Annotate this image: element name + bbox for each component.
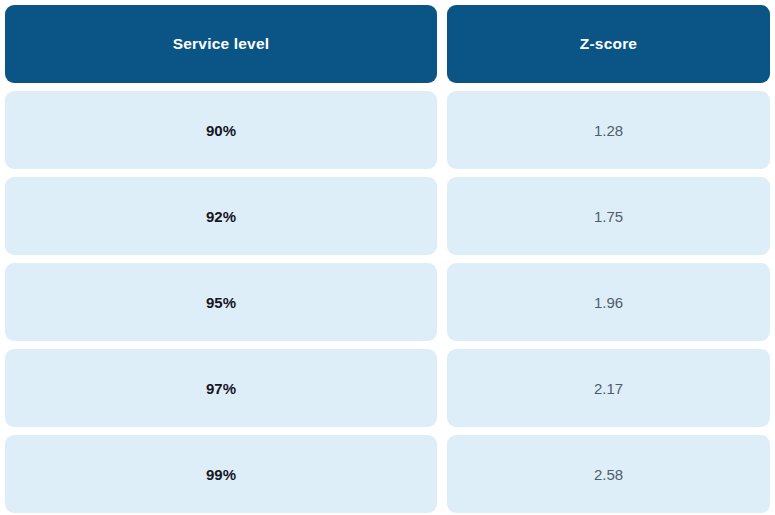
- z-score-cell: 2.17: [447, 349, 770, 427]
- header-cell-service-level: Service level: [5, 5, 437, 83]
- z-score-cell: 1.96: [447, 263, 770, 341]
- z-score-table: Service level Z-score 90% 1.28 92% 1.75 …: [0, 0, 775, 515]
- z-score-cell: 2.58: [447, 435, 770, 513]
- service-level-cell: 99%: [5, 435, 437, 513]
- z-score-cell: 1.28: [447, 91, 770, 169]
- service-level-cell: 90%: [5, 91, 437, 169]
- z-score-cell: 1.75: [447, 177, 770, 255]
- service-level-cell: 92%: [5, 177, 437, 255]
- service-level-cell: 95%: [5, 263, 437, 341]
- header-cell-z-score: Z-score: [447, 5, 770, 83]
- service-level-cell: 97%: [5, 349, 437, 427]
